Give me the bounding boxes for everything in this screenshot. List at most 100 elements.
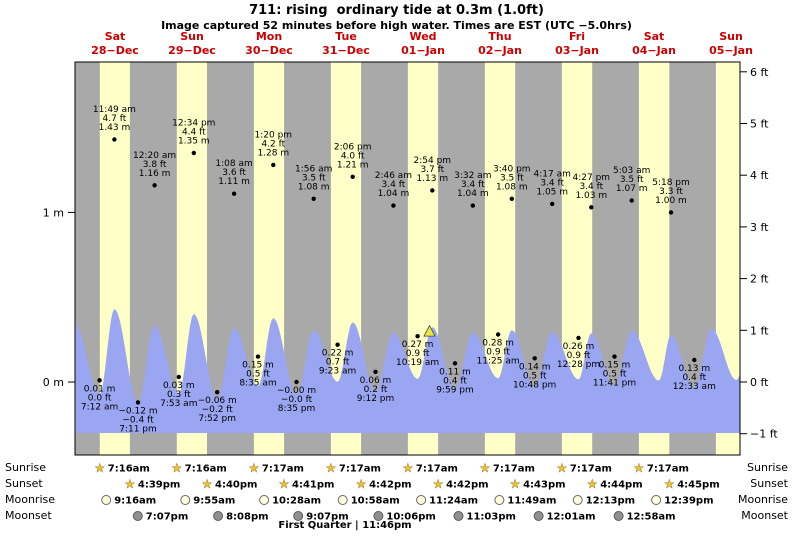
high-tide-label: 1.00 m [655, 196, 687, 206]
high-tide-label: 1:56 am [295, 164, 332, 174]
high-tide-label: 3.5 ft [500, 173, 524, 183]
right-axis-label: 3 ft [750, 221, 769, 234]
high-tide-label: 5:18 pm [652, 178, 690, 188]
sunrise-star-icon: ★ [326, 461, 337, 475]
high-tide-label: 4:27 pm [573, 173, 611, 183]
sunset-star-icon: ★ [587, 477, 598, 491]
left-axis-label: 0 m [43, 376, 64, 389]
day-date-label: 31−Dec [322, 44, 370, 57]
low-tide-label: 0.26 m [563, 342, 595, 352]
moonrise-time: 11:49am [507, 496, 556, 507]
day-name-label: Mon [256, 30, 282, 43]
high-tide-label: 1.05 m [536, 187, 568, 197]
low-tide-dot [176, 374, 181, 380]
high-tide-label: 4.4 ft [182, 128, 206, 138]
sunrise-row-label-left: Sunrise [5, 461, 47, 474]
day-name-label: Wed [409, 30, 436, 43]
sunset-star-icon: ★ [510, 477, 521, 491]
moonset-row-label-right: Moonset [741, 509, 788, 522]
high-tide-label: 1.28 m [257, 148, 289, 158]
low-tide-label: 0.9 ft [406, 349, 430, 359]
high-tide-label: 1.03 m [575, 191, 607, 201]
low-tide-dot [495, 332, 501, 337]
high-tide-dot [191, 150, 196, 156]
low-tide-label: 8:35 am [239, 379, 276, 389]
high-tide-dot [271, 162, 276, 168]
high-tide-label: 3.4 ft [382, 180, 406, 190]
high-tide-label: 3.3 ft [659, 187, 683, 197]
day-date-label: 03−Jan [555, 44, 599, 57]
day-date-label: 29−Dec [168, 44, 216, 57]
moonrise-moon-icon [572, 495, 583, 505]
low-tide-dot [532, 356, 537, 361]
low-tide-dot [97, 378, 102, 383]
moonset-moon-icon [533, 511, 544, 521]
right-axis-label: 6 ft [750, 66, 769, 79]
low-tide-dot [135, 400, 141, 405]
moonrise-row-label-right: Moonrise [738, 493, 788, 506]
low-tide-label: 0.06 m [360, 376, 392, 386]
low-tide-label: 0.7 ft [326, 358, 350, 368]
low-tide-label: 0.2 ft [364, 385, 388, 395]
high-tide-dot [152, 183, 157, 188]
right-axis-label: 2 ft [750, 273, 769, 286]
high-tide-label: 11:49 am [93, 105, 136, 115]
sunrise-time: 7:16am [108, 464, 150, 475]
low-tide-dot [576, 335, 581, 341]
high-tide-dot [430, 188, 435, 193]
page-subtitle: Image captured 52 minutes before high wa… [161, 19, 632, 32]
day-date-label: 05−Jan [709, 44, 753, 57]
sunrise-time: 7:17am [570, 464, 612, 475]
low-tide-dot [612, 354, 617, 359]
high-tide-dot [231, 191, 237, 196]
low-tide-label: 12:33 am [673, 382, 716, 392]
high-tide-dot [112, 137, 117, 142]
moonset-time: 8:08pm [226, 512, 268, 523]
sunrise-time: 7:17am [493, 464, 535, 475]
sunset-star-icon: ★ [202, 477, 213, 491]
day-name-label: Thu [488, 30, 511, 43]
sunrise-star-icon: ★ [480, 461, 491, 475]
day-name-label: Sun [180, 30, 204, 43]
high-tide-dot [391, 203, 396, 208]
moonrise-time: 9:55am [193, 496, 235, 507]
high-tide-label: 1.13 m [416, 174, 448, 184]
high-tide-label: 3.5 ft [302, 173, 326, 183]
moonset-time: 7:07pm [146, 512, 188, 523]
day-name-label: Tue [335, 30, 357, 43]
page-title: 711: rising ordinary tide at 0.3m (1.0ft… [249, 3, 544, 18]
sunset-time: 4:39pm [138, 480, 180, 491]
sunrise-row-label-right: Sunrise [746, 461, 788, 474]
right-axis-label: 0 ft [750, 376, 769, 389]
moonrise-time: 10:58am [351, 496, 400, 507]
high-tide-label: 1.21 m [337, 160, 369, 170]
high-tide-label: 1.43 m [99, 123, 131, 133]
low-tide-label: 7:11 pm [119, 424, 157, 434]
day-date-label: 01−Jan [401, 44, 445, 57]
moonrise-time: 11:24am [429, 496, 478, 507]
high-tide-dot [550, 201, 555, 207]
low-tide-label: −0.12 m [118, 406, 157, 416]
high-tide-label: 4.0 ft [341, 151, 365, 161]
low-tide-label: −0.00 m [277, 386, 316, 396]
moonset-moon-icon [293, 511, 304, 521]
low-tide-label: 10:19 am [396, 358, 439, 368]
moonset-moon-icon [373, 511, 384, 521]
low-tide-label: 11:25 am [477, 357, 520, 367]
high-tide-label: 3:40 pm [493, 164, 531, 174]
low-tide-label: 0.5 ft [246, 370, 270, 380]
high-tide-label: 12:34 pm [172, 119, 215, 129]
low-tide-dot [294, 379, 299, 385]
high-tide-label: 1.35 m [178, 137, 210, 147]
low-tide-dot [692, 357, 697, 363]
sunset-star-icon: ★ [279, 477, 290, 491]
moonrise-moon-icon [337, 495, 348, 505]
sunrise-star-icon: ★ [634, 461, 645, 475]
low-tide-label: 0.15 m [599, 361, 631, 371]
high-tide-dot [629, 198, 634, 203]
moonrise-time: 12:13pm [586, 496, 635, 507]
low-tide-label: 9:12 pm [357, 394, 395, 404]
high-tide-label: 3:32 am [454, 171, 491, 181]
sunrise-star-icon: ★ [403, 461, 414, 475]
